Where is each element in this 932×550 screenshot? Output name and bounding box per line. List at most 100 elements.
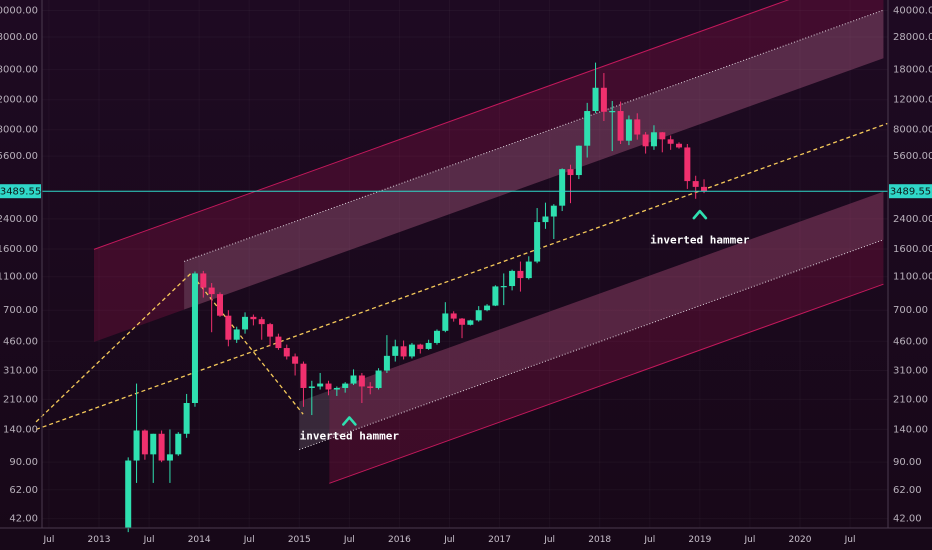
y-tick-label-right: 18000.00: [893, 65, 932, 76]
candle[interactable]: [283, 344, 290, 360]
candle-body: [617, 111, 624, 141]
candle[interactable]: [158, 430, 165, 463]
y-tick-label-right: 2400.00: [893, 214, 932, 225]
right-price-axis[interactable]: 42.00 62.00 90.00 140.00 210.00 310.00 460.00 7…: [887, 0, 932, 528]
candle-body: [375, 370, 382, 388]
candle-body: [701, 186, 708, 192]
x-tick-label: Jul: [543, 535, 555, 545]
dashed-trendline: [35, 272, 304, 423]
candle[interactable]: [559, 168, 566, 212]
candle-body: [575, 145, 582, 176]
candle[interactable]: [141, 429, 148, 460]
candle[interactable]: [642, 132, 649, 154]
candle-body: [275, 336, 282, 349]
candle[interactable]: [400, 340, 407, 360]
candle[interactable]: [292, 353, 299, 376]
candle-body: [509, 270, 516, 287]
candle[interactable]: [225, 310, 232, 347]
candle-body: [350, 375, 357, 384]
candle[interactable]: [133, 383, 140, 483]
candle[interactable]: [492, 285, 499, 307]
candle-body: [408, 344, 415, 357]
candle[interactable]: [375, 368, 382, 390]
candle[interactable]: [575, 145, 582, 180]
candle[interactable]: [525, 256, 532, 280]
candle[interactable]: [484, 304, 491, 312]
candle-body: [400, 346, 407, 357]
candle[interactable]: [208, 283, 215, 333]
y-tick-label-left: 62.00: [9, 485, 38, 496]
candle[interactable]: [275, 333, 282, 350]
candle[interactable]: [500, 273, 507, 306]
candle[interactable]: [150, 433, 157, 483]
candle[interactable]: [425, 339, 432, 350]
candle[interactable]: [258, 316, 265, 340]
candle[interactable]: [475, 306, 482, 322]
candle[interactable]: [300, 361, 307, 407]
candle-body: [450, 313, 457, 319]
candle-body: [459, 318, 466, 325]
candle[interactable]: [509, 269, 516, 291]
candle[interactable]: [584, 102, 591, 158]
candle-body: [550, 205, 557, 217]
candle[interactable]: [200, 270, 207, 298]
candle[interactable]: [166, 429, 173, 483]
candle[interactable]: [459, 318, 466, 339]
time-axis[interactable]: Jul 2013 Jul 2014 Jul 2015 Jul 2016 Jul 2017 Jul 20…: [0, 527, 932, 545]
candle[interactable]: [350, 369, 357, 386]
candle[interactable]: [342, 382, 349, 393]
candle[interactable]: [367, 382, 374, 395]
y-tick-label-left: 8000.00: [0, 125, 38, 136]
candle[interactable]: [325, 380, 332, 396]
candle[interactable]: [634, 113, 641, 140]
candle[interactable]: [358, 372, 365, 404]
candle[interactable]: [333, 386, 340, 396]
left-price-axis[interactable]: 42.00 62.00 90.00 140.00 210.00 310.00 460.00 7…: [0, 0, 43, 528]
candle[interactable]: [550, 204, 557, 240]
candle[interactable]: [617, 101, 624, 144]
candle[interactable]: [534, 208, 541, 264]
candle[interactable]: [125, 457, 132, 533]
candle[interactable]: [467, 319, 474, 326]
candle[interactable]: [183, 393, 190, 438]
candle[interactable]: [217, 292, 224, 317]
y-tick-label-right: 8000.00: [893, 125, 932, 136]
dashed-trendline: [35, 122, 888, 431]
candle[interactable]: [450, 311, 457, 322]
candle-body: [258, 319, 265, 325]
candle[interactable]: [567, 164, 574, 204]
candle[interactable]: [175, 432, 182, 456]
candle[interactable]: [667, 135, 674, 150]
candle[interactable]: [692, 175, 699, 199]
candle[interactable]: [233, 326, 240, 343]
candle[interactable]: [191, 271, 198, 407]
candle[interactable]: [650, 125, 657, 150]
candle[interactable]: [675, 142, 682, 149]
candle[interactable]: [542, 202, 549, 229]
candle[interactable]: [517, 261, 524, 292]
candle[interactable]: [433, 329, 440, 345]
candle[interactable]: [308, 380, 315, 416]
candle[interactable]: [659, 132, 666, 153]
candle[interactable]: [609, 100, 616, 152]
candle[interactable]: [417, 343, 424, 354]
candle[interactable]: [392, 339, 399, 362]
candle[interactable]: [383, 335, 390, 373]
channel-upper-inner-band: [184, 10, 884, 310]
candle-body: [475, 310, 482, 321]
candle[interactable]: [250, 314, 257, 326]
candle[interactable]: [592, 62, 599, 114]
candle[interactable]: [442, 302, 449, 333]
candle[interactable]: [600, 73, 607, 122]
candle[interactable]: [408, 342, 415, 359]
candle[interactable]: [267, 322, 274, 347]
candle[interactable]: [625, 115, 632, 146]
y-tick-label-right: 5600.00: [893, 151, 932, 162]
candle[interactable]: [684, 143, 691, 189]
x-tick-label: 2018: [588, 535, 611, 545]
x-tick-label: Jul: [443, 535, 455, 545]
y-tick-label-left: 40000.00: [0, 6, 38, 17]
x-tick-label: Jul: [743, 535, 755, 545]
candle[interactable]: [242, 312, 249, 334]
candle[interactable]: [317, 372, 324, 390]
